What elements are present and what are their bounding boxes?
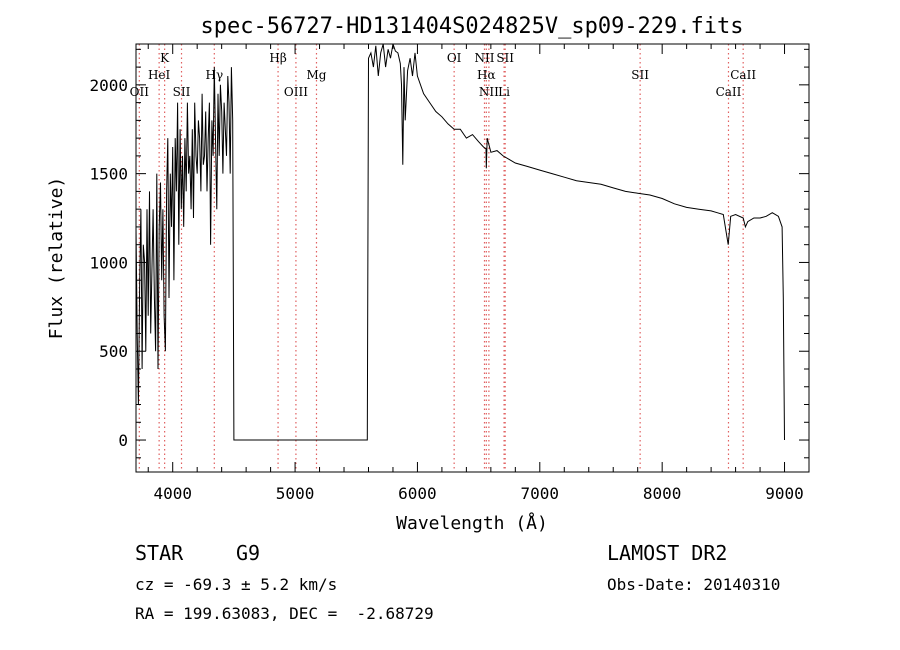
spectrum-chart: spec-56727-HD131404S024825V_sp09-229.fit…: [46, 14, 810, 534]
spectral-line-label: SII: [173, 85, 191, 99]
y-axis-ticks: 0 500 1000 1500 2000: [89, 48, 809, 459]
x-axis-ticks: 4000 5000 6000 7000 8000 9000: [147, 44, 810, 503]
obs-date: Obs-Date: 20140310: [607, 575, 781, 594]
spectral-line-label: SII: [631, 68, 649, 82]
spectral-line-label: Hβ: [269, 51, 286, 65]
redshift-cz: cz = -69.3 ± 5.2 km/s: [135, 575, 338, 594]
spectral-line-markers: [138, 44, 744, 472]
x-tick-label: 4000: [153, 484, 192, 503]
y-tick-label: 500: [99, 342, 128, 361]
spectral-line-label: CaII: [716, 85, 742, 99]
y-tick-label: 1000: [89, 253, 128, 272]
x-tick-label: 7000: [521, 484, 560, 503]
spectral-line-label: K: [160, 51, 170, 65]
spectral-line-label: NII: [479, 85, 499, 99]
spectral-line-label: HeI: [148, 68, 171, 82]
x-tick-label: 5000: [276, 484, 315, 503]
spectral-line-label: CaII: [730, 68, 756, 82]
y-tick-label: 1500: [89, 165, 128, 184]
x-axis-label: Wavelength (Å): [396, 512, 548, 534]
x-tick-label: 9000: [765, 484, 804, 503]
plot-frame: [135, 43, 810, 473]
object-class: STAR: [135, 541, 184, 565]
chart-title: spec-56727-HD131404S024825V_sp09-229.fit…: [200, 14, 743, 39]
y-axis-label: Flux (relative): [46, 177, 67, 340]
coordinates: RA = 199.63083, DEC = -2.68729: [135, 604, 434, 623]
spectral-line-label: Mg: [307, 68, 327, 82]
spectral-line-label: OIII: [284, 85, 308, 99]
spectral-line-label: OII: [130, 85, 150, 99]
spectral-line-label: SII: [496, 51, 514, 65]
spectral-line-label: Hα: [477, 68, 496, 82]
x-tick-label: 8000: [643, 484, 682, 503]
survey-name: LAMOST DR2: [607, 541, 728, 565]
y-tick-label: 2000: [89, 76, 128, 95]
spectral-line-label: Li: [498, 85, 510, 99]
spectral-line-label: OI: [447, 51, 462, 65]
y-tick-label: 0: [118, 431, 128, 450]
spectrum-line: [135, 43, 785, 441]
object-subclass: G9: [236, 541, 261, 565]
x-tick-label: 6000: [398, 484, 437, 503]
spectral-line-label: NII: [474, 51, 494, 65]
